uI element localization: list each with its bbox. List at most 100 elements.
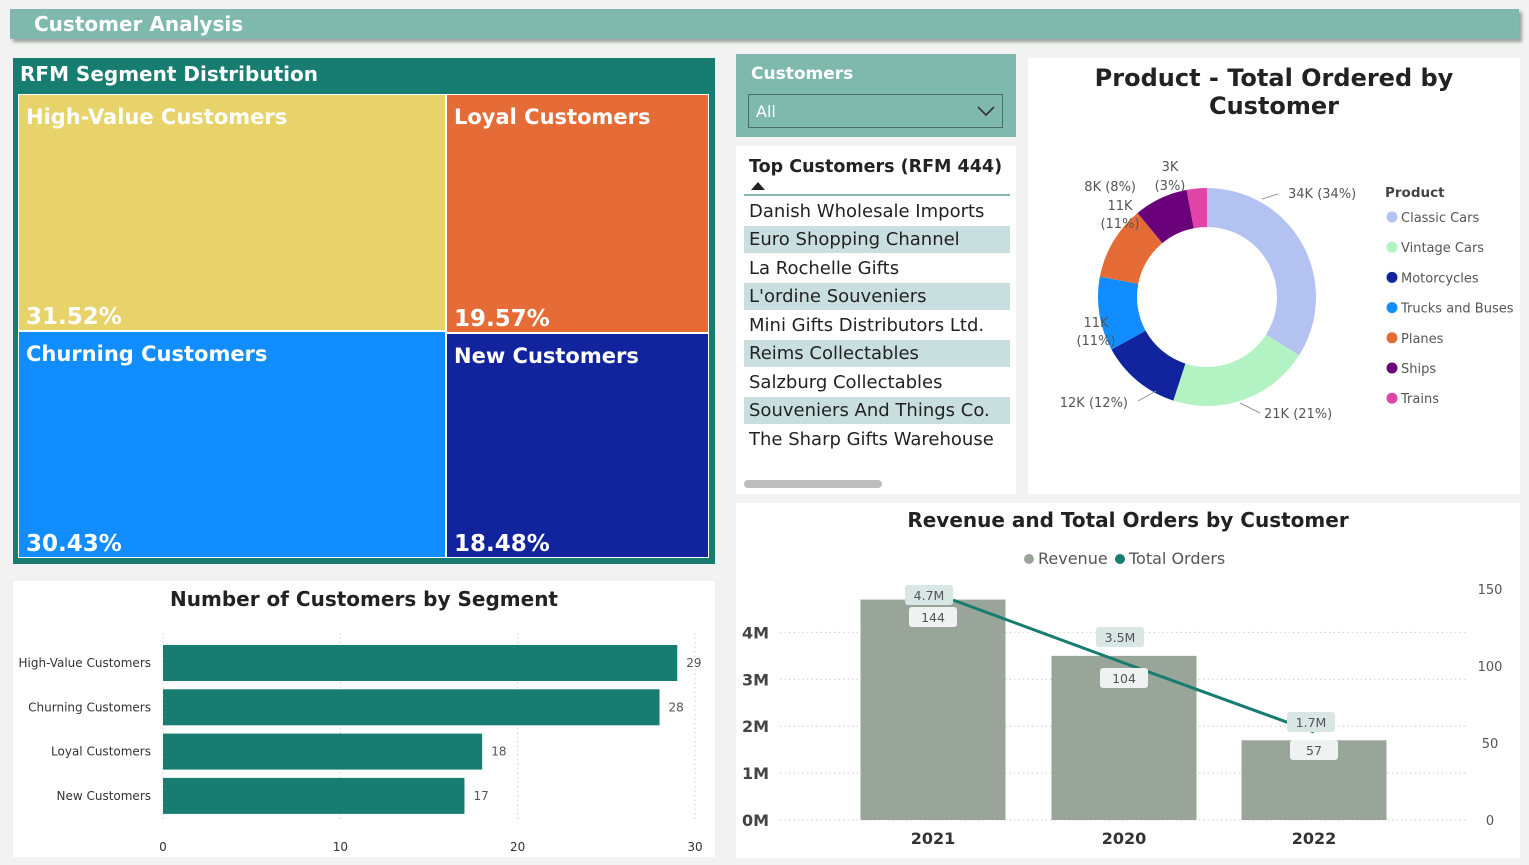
- treemap-tile-high-value[interactable]: High-Value Customers 31.52%: [18, 94, 446, 331]
- y-tick-label: 1M: [742, 764, 769, 783]
- table-row[interactable]: Mini Gifts Distributors Ltd.: [749, 315, 985, 336]
- legend-marker: [1386, 392, 1398, 404]
- x-tick-label: 2020: [1102, 829, 1147, 848]
- treemap-tile-loyal[interactable]: Loyal Customers 19.57%: [446, 94, 709, 333]
- header-bar: Customer Analysis: [10, 9, 1519, 39]
- revenue-data-label: 3.5M: [1105, 630, 1136, 645]
- donut-slice-motorcycles: [1111, 330, 1186, 401]
- legend-marker: [1386, 271, 1398, 283]
- header-divider: [744, 194, 1010, 196]
- donut-slice-trucks-and-buses: [1098, 276, 1146, 350]
- x-tick-label: 0: [159, 840, 167, 854]
- revenue-label-box: [1287, 712, 1335, 732]
- chevron-down-icon[interactable]: [976, 103, 996, 119]
- tile-label: New Customers: [454, 344, 639, 368]
- top-customers-table: Top Customers (RFM 444) Danish Wholesale…: [736, 146, 1016, 494]
- tile-percent: 31.52%: [26, 304, 122, 330]
- total-orders-line: [952, 598, 1315, 734]
- bar-new-customers: [163, 777, 465, 814]
- revenue-label-box: [1096, 627, 1144, 647]
- bar-data-label: 28: [669, 700, 684, 714]
- revenue-orders-chart: Revenue Total Orders 0M 1M 2M 3M 4M 0 50 100 150 20…: [742, 549, 1503, 848]
- y2-tick-label: 0: [1486, 814, 1494, 829]
- donut-legend-title: Product: [1385, 185, 1445, 201]
- legend-item: Vintage Cars: [1401, 241, 1484, 256]
- segment-bar-chart: 0 10 20 30 High-Value Customers 29 Churning Cu…: [18, 633, 703, 854]
- legend-item: Trucks and Buses: [1400, 302, 1514, 317]
- revenue-data-label: 4.7M: [914, 588, 945, 603]
- bar-churning-customers: [163, 689, 660, 726]
- horizontal-scrollbar[interactable]: [744, 480, 882, 488]
- revenue-label-box: [905, 585, 953, 605]
- bar-data-label: 18: [491, 745, 506, 759]
- legend-marker: [1024, 554, 1034, 564]
- donut-slice-trains: [1186, 188, 1207, 229]
- tile-label: High-Value Customers: [26, 105, 288, 129]
- y2-tick-label: 150: [1478, 583, 1503, 598]
- legend-marker: [1115, 554, 1125, 564]
- table-row[interactable]: Reims Collectables: [744, 340, 1010, 367]
- orders-data-label: 57: [1306, 743, 1322, 758]
- table-row[interactable]: Souveniers And Things Co.: [744, 397, 1010, 424]
- donut-data-label: 3K: [1162, 160, 1179, 175]
- legend-item: Ships: [1401, 362, 1436, 377]
- donut-leader-line: [1261, 193, 1279, 200]
- x-tick-label: 2022: [1292, 829, 1337, 848]
- bar-data-label: 17: [473, 789, 488, 803]
- y-tick-label: 2M: [742, 717, 769, 736]
- donut-data-label: 12K (12%): [1060, 396, 1128, 411]
- product-donut-panel: Product - Total Ordered by Customer 34K …: [1028, 58, 1520, 494]
- y-category-label: New Customers: [56, 789, 151, 803]
- page-title: Customer Analysis: [34, 12, 244, 36]
- bar-data-label: 29: [686, 656, 701, 670]
- x-tick-label: 30: [687, 840, 702, 854]
- donut-slice-ships: [1137, 189, 1194, 244]
- orders-label-box: [1100, 668, 1148, 688]
- tile-percent: 19.57%: [454, 306, 550, 332]
- treemap-tile-new[interactable]: New Customers 18.48%: [446, 333, 709, 558]
- orders-label-box: [909, 607, 957, 627]
- x-tick-label: 2021: [911, 829, 956, 848]
- legend-marker: [1386, 241, 1398, 253]
- revenue-data-label: 1.7M: [1296, 715, 1327, 730]
- table-column-header[interactable]: Top Customers (RFM 444): [749, 157, 1003, 177]
- treemap-tile-churning[interactable]: Churning Customers 30.43%: [18, 331, 446, 558]
- tile-label: Churning Customers: [26, 342, 268, 366]
- segment-bar-panel: Number of Customers by Segment 0 10 20 30 Hi…: [13, 581, 715, 857]
- legend-marker: [1386, 362, 1398, 374]
- donut-data-label: (3%): [1155, 179, 1186, 194]
- donut-data-label: (11%): [1100, 217, 1139, 232]
- legend-marker: [1386, 211, 1398, 223]
- donut-leader-line: [1137, 390, 1157, 402]
- table-row[interactable]: Salzburg Collectables: [749, 372, 943, 393]
- y-tick-label: 0M: [742, 811, 769, 830]
- bar-high-value-customers: [163, 645, 678, 681]
- sort-ascending-icon[interactable]: [751, 182, 765, 190]
- table-row[interactable]: Danish Wholesale Imports: [749, 201, 985, 222]
- table-row[interactable]: La Rochelle Gifts: [749, 258, 900, 279]
- revenue-orders-panel: Revenue and Total Orders by Customer Rev…: [736, 503, 1520, 858]
- y2-tick-label: 50: [1482, 737, 1499, 752]
- donut-slice-planes: [1099, 213, 1163, 284]
- table-row[interactable]: The Sharp Gifts Warehouse: [749, 429, 994, 450]
- donut-chart: 34K (34%) 21K (21%) 12K (12%) 11K (11%) 11K (1…: [1060, 160, 1514, 422]
- y-category-label: Churning Customers: [28, 700, 151, 714]
- legend-item: Trains: [1400, 392, 1439, 407]
- donut-data-label: 11K: [1083, 316, 1109, 331]
- combo-chart-title: Revenue and Total Orders by Customer: [907, 508, 1349, 532]
- legend-item: Planes: [1401, 332, 1444, 347]
- table-row[interactable]: Euro Shopping Channel: [744, 226, 1010, 253]
- customers-dropdown[interactable]: All: [748, 94, 1003, 128]
- y-tick-label: 4M: [742, 623, 769, 642]
- legend-item: Revenue: [1038, 549, 1108, 568]
- donut-data-label: 21K (21%): [1264, 407, 1332, 422]
- bar-loyal-customers: [163, 733, 483, 770]
- dropdown-value: All: [756, 102, 776, 121]
- donut-data-label: 34K (34%): [1288, 187, 1356, 202]
- table-row[interactable]: L'ordine Souveniers: [744, 283, 1010, 310]
- legend-marker: [1386, 332, 1398, 344]
- donut-slice-vintage-cars: [1173, 334, 1300, 406]
- orders-label-box: [1290, 740, 1338, 760]
- orders-data-label: 144: [921, 610, 945, 625]
